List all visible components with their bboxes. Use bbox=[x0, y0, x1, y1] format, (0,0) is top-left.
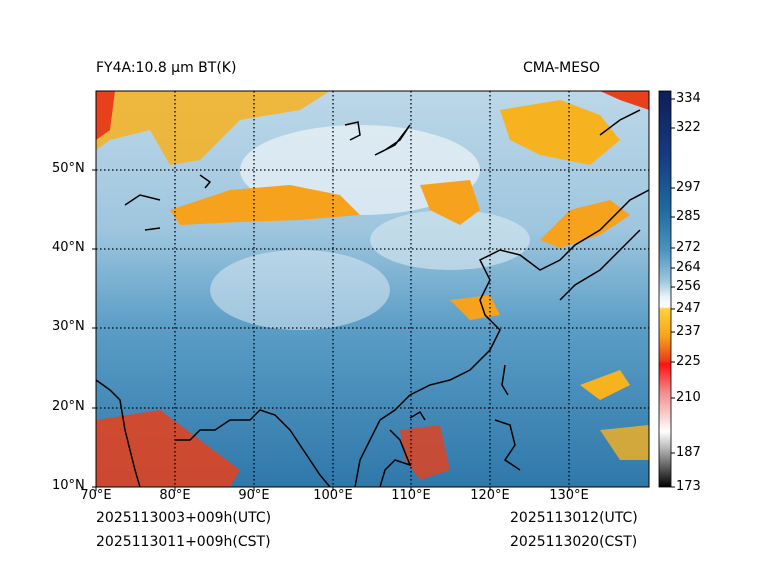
lat-label: 40°N bbox=[52, 240, 85, 255]
colorbar-label: 247 bbox=[676, 301, 701, 316]
valid-time-cst: 2025113020(CST) bbox=[510, 534, 638, 550]
lon-label: 70°E bbox=[80, 488, 112, 503]
graticule bbox=[96, 91, 649, 487]
model-name: CMA-MESO bbox=[522, 60, 600, 76]
lon-label: 110°E bbox=[391, 488, 431, 503]
colorbar-label: 237 bbox=[676, 324, 701, 339]
colorbar bbox=[658, 90, 672, 488]
colorbar-ticks bbox=[671, 98, 675, 488]
colorbar-label: 297 bbox=[676, 180, 701, 195]
cloud-band bbox=[500, 100, 620, 165]
init-time-utc: 2025113003+009h(UTC) bbox=[96, 510, 272, 526]
colorbar-label: 187 bbox=[676, 445, 701, 460]
lat-label: 30°N bbox=[52, 319, 85, 334]
colorbar-label: 272 bbox=[676, 240, 701, 255]
map-title: FY4A:10.8 µm BT(K) bbox=[96, 60, 237, 76]
map-frame bbox=[95, 90, 650, 488]
init-time-cst: 2025113011+009h(CST) bbox=[96, 534, 271, 550]
cloud-band bbox=[600, 91, 649, 110]
lon-label: 90°E bbox=[238, 488, 270, 503]
valid-time-utc: 2025113012(UTC) bbox=[510, 510, 638, 526]
axis-ticks bbox=[92, 169, 570, 491]
lon-label: 120°E bbox=[470, 488, 510, 503]
colorbar-label: 322 bbox=[676, 120, 701, 135]
lat-label: 20°N bbox=[52, 399, 85, 414]
coastlines bbox=[95, 109, 650, 488]
lon-label: 100°E bbox=[313, 488, 353, 503]
cloud-band bbox=[420, 180, 480, 225]
colorbar-label: 173 bbox=[676, 479, 701, 494]
lat-label: 50°N bbox=[52, 161, 85, 176]
clear-sky-area bbox=[210, 250, 390, 330]
lat-label: 10°N bbox=[52, 478, 85, 493]
colorbar-label: 210 bbox=[676, 390, 701, 405]
colorbar-label: 264 bbox=[676, 260, 701, 275]
cloud-band bbox=[600, 425, 649, 460]
cloud-band bbox=[400, 425, 450, 480]
lon-label: 80°E bbox=[159, 488, 191, 503]
colorbar-label: 285 bbox=[676, 209, 701, 224]
cloud-band bbox=[96, 91, 115, 140]
cloud-band bbox=[450, 295, 500, 320]
cloud-band bbox=[96, 91, 330, 165]
colorbar-label: 225 bbox=[676, 354, 701, 369]
cloud-band bbox=[170, 185, 360, 225]
lon-label: 130°E bbox=[549, 488, 589, 503]
colorbar-label: 256 bbox=[676, 279, 701, 294]
cloud-band bbox=[96, 410, 240, 487]
cloud-band bbox=[540, 200, 630, 248]
colorbar-label: 334 bbox=[676, 91, 701, 106]
cloud-band bbox=[580, 370, 630, 400]
